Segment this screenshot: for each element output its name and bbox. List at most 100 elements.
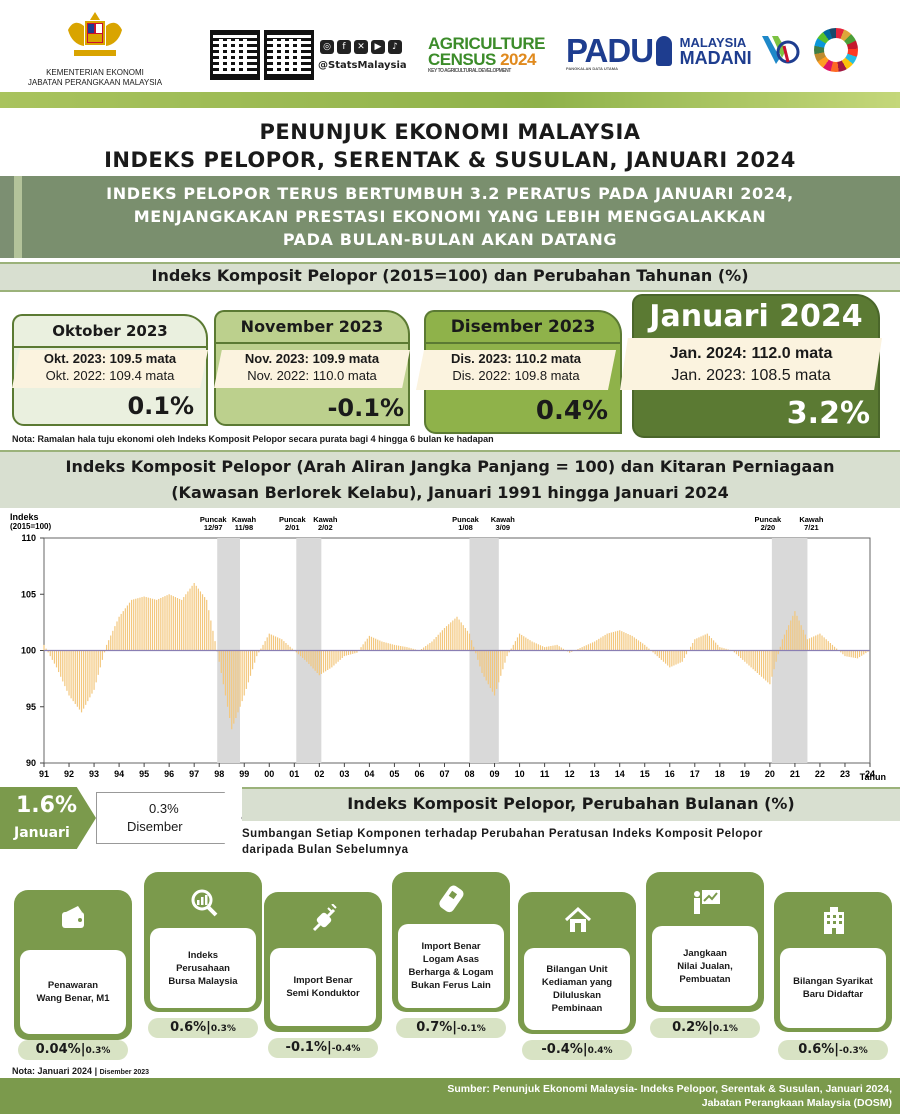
index-bar: [487, 650, 489, 685]
x-axis-label: Tahun: [860, 772, 886, 782]
header-decor-band: [0, 92, 900, 108]
index-bar: [608, 633, 610, 651]
subtitle-line: daripada Bulan Sebelumnya: [242, 844, 409, 856]
index-bar: [448, 624, 450, 651]
index-bar: [604, 634, 606, 651]
index-bar: [47, 650, 49, 653]
headline: INDEKS PELOPOR TERUS BERTUMBUH 3.2 PERAT…: [0, 182, 900, 251]
x-icon[interactable]: ✕: [354, 40, 368, 54]
index-bar: [629, 634, 631, 651]
index-bar: [498, 650, 500, 683]
component-contribution: 0.6%|0.3%: [148, 1018, 258, 1038]
index-bar: [496, 650, 498, 689]
index-bar: [854, 650, 856, 658]
index-bar: [844, 650, 846, 657]
index-bar: [548, 646, 550, 651]
index-bar: [381, 641, 383, 651]
index-bar: [802, 629, 804, 651]
index-bar: [437, 634, 439, 651]
index-bar: [103, 650, 106, 653]
index-bar: [268, 633, 270, 651]
index-bar: [454, 618, 456, 651]
index-bar: [867, 650, 869, 652]
component-value: 0.6%: [798, 1042, 835, 1057]
component-name-line: Pembuatan: [679, 973, 731, 985]
index-bar: [846, 650, 848, 657]
index-bar: [285, 643, 287, 651]
ministry-name: KEMENTERIAN EKONOMI JABATAN PERANGKAAN M…: [10, 68, 180, 88]
index-bar: [673, 650, 675, 666]
component-name: Indeks Perusahaan Bursa Malaysia: [150, 928, 256, 1008]
value-separator: |: [452, 1020, 458, 1035]
x-tick-label: 98: [214, 769, 224, 779]
qr-code[interactable]: [210, 30, 260, 80]
index-bar: [577, 649, 579, 651]
index-bar: [475, 650, 477, 654]
current-value: Dis. 2023: 110.2 mata: [450, 351, 582, 366]
index-bar: [400, 646, 402, 651]
youtube-icon[interactable]: ▶: [371, 40, 385, 54]
index-bar: [856, 650, 859, 659]
source-line: Jabatan Perangkaan Malaysia (DOSM): [701, 1097, 892, 1109]
december-label: Disember: [127, 819, 183, 834]
index-bar: [569, 650, 571, 653]
index-bar: [343, 650, 345, 657]
x-tick-label: 06: [414, 769, 424, 779]
index-bar: [712, 640, 715, 651]
annual-change: 0.1%: [127, 392, 194, 420]
x-tick-label: 01: [289, 769, 299, 779]
index-bar: [324, 650, 327, 672]
facebook-icon[interactable]: f: [337, 40, 351, 54]
index-bar: [256, 650, 258, 657]
value-separator: |: [708, 1020, 713, 1035]
index-bar: [53, 650, 56, 664]
wallet-icon: [62, 906, 84, 928]
qr-code[interactable]: [264, 30, 314, 80]
index-bar: [800, 625, 802, 651]
peak-label: Puncak: [279, 515, 307, 524]
index-bar: [423, 647, 425, 651]
instagram-icon[interactable]: ◎: [320, 40, 334, 54]
index-bar: [581, 647, 583, 651]
x-tick-label: 92: [64, 769, 74, 779]
index-bar: [460, 622, 462, 651]
component-name: Bilangan Syarikat Baru Didaftar: [780, 948, 886, 1028]
index-bar: [110, 635, 112, 651]
index-bar: [702, 635, 704, 651]
index-bar: [516, 637, 519, 651]
index-bar: [596, 640, 598, 651]
index-bar: [395, 645, 398, 651]
index-bar: [420, 649, 423, 651]
index-bar: [404, 646, 406, 651]
component-value: 0.7%: [416, 1020, 453, 1035]
index-bar: [583, 646, 585, 651]
index-bar: [443, 628, 446, 651]
index-bar: [229, 650, 231, 718]
previous-value: Okt. 2022: 109.4 mata: [45, 368, 175, 383]
component-name-line: Wang Benar, M1: [36, 993, 110, 1004]
index-bar: [274, 636, 277, 651]
index-bar: [99, 650, 101, 668]
index-bar: [585, 645, 587, 651]
metal-bar-icon: [439, 885, 464, 913]
y-tick-label: 105: [21, 589, 36, 599]
index-bar: [644, 644, 646, 651]
component-contribution: 0.6%|-0.3%: [778, 1040, 888, 1060]
index-bar: [366, 638, 368, 651]
index-bar: [491, 650, 494, 692]
index-bar: [295, 650, 297, 653]
index-bar: [312, 650, 314, 669]
previous-value: Jan. 2023: 108.5 mata: [671, 367, 831, 384]
index-bar: [621, 631, 623, 651]
index-bar: [623, 632, 625, 651]
index-bar: [406, 647, 408, 651]
index-bar: [562, 648, 564, 651]
index-bar: [514, 641, 517, 651]
tiktok-icon[interactable]: ♪: [388, 40, 402, 54]
index-bar: [289, 646, 291, 651]
index-bar: [318, 650, 320, 676]
madani-line1: MALAYSIA: [679, 35, 747, 50]
index-bar: [558, 646, 560, 651]
page-subtitle: INDEKS PELOPOR, SERENTAK & SUSULAN, JANU…: [104, 148, 796, 172]
